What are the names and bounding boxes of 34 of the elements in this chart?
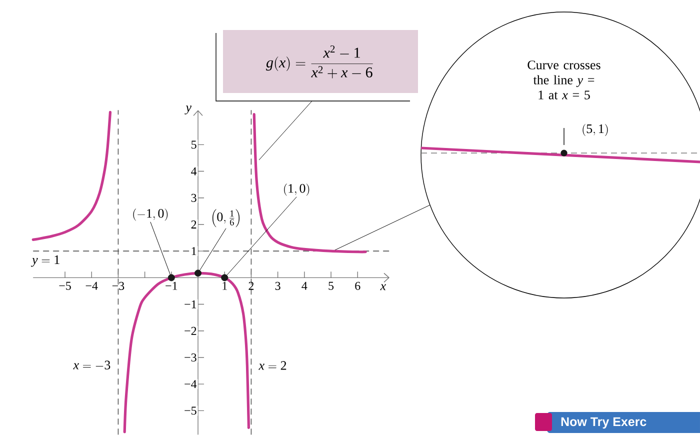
ref-line-label: $x = 2$ bbox=[258, 361, 286, 370]
line-series bbox=[252, 113, 367, 254]
y-tick-label: 4 bbox=[191, 167, 197, 176]
annotation: $\left(0, \frac{1}{6}\right)$ bbox=[212, 209, 240, 228]
x-tick-label: 6 bbox=[355, 282, 360, 290]
x-tick-label: 2 bbox=[248, 282, 254, 290]
x-tick-label: −3 bbox=[112, 282, 124, 290]
text: $(5, 1)$ bbox=[582, 124, 608, 136]
y-tick-label: 2 bbox=[191, 220, 196, 228]
text: $g(x) = \frac{x^2 - 1}{x^2 + x - 6}$ bbox=[266, 45, 373, 78]
text: Now Try Exerc bbox=[561, 417, 646, 429]
y-tick-label: −3 bbox=[184, 353, 196, 362]
line-series bbox=[32, 110, 112, 241]
annotation: $(1, 0)$ bbox=[284, 184, 310, 196]
annotation: $(-1, 0)$ bbox=[133, 208, 168, 221]
x-tick-label: 3 bbox=[275, 282, 280, 290]
y-tick-label: 5 bbox=[192, 140, 196, 149]
x-axis-title: $x$ bbox=[380, 284, 386, 290]
y-tick-label: −5 bbox=[184, 406, 196, 415]
ref-line-label: $y = 1$ bbox=[30, 255, 60, 267]
ref-line-label: $x = -3$ bbox=[73, 360, 110, 370]
x-tick-label: −4 bbox=[86, 282, 98, 290]
x-tick-label: −5 bbox=[59, 282, 71, 290]
x-tick-label: −1 bbox=[166, 282, 178, 290]
x-tick-label: 5 bbox=[328, 282, 334, 290]
x-tick-label: 1 bbox=[222, 282, 227, 290]
y-tick-label: 1 bbox=[192, 247, 196, 256]
x-tick-label: 4 bbox=[302, 282, 308, 290]
y-tick-label: −2 bbox=[184, 326, 196, 335]
y-tick-label: −4 bbox=[184, 380, 197, 388]
y-tick-label: −1 bbox=[184, 300, 196, 308]
y-axis-title: $y$ bbox=[184, 106, 192, 114]
text: Curve crosses the line y = 1 at x = 5 bbox=[528, 60, 600, 100]
y-tick-label: 3 bbox=[191, 194, 196, 202]
